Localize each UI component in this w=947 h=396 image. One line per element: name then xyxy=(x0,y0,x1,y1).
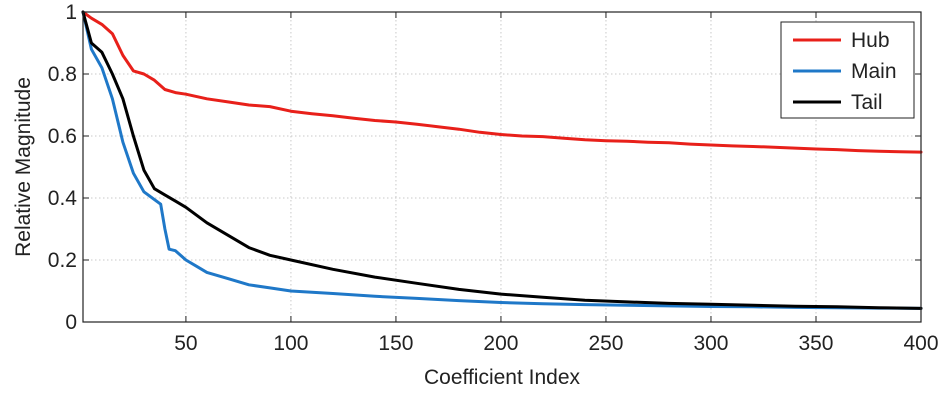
x-tick-label: 400 xyxy=(903,332,938,355)
ticks: 50 100 150 200 250 300 350 400 0 0.2 0.4 0.6 0.8 1 xyxy=(48,1,939,355)
legend-label-main: Main xyxy=(851,60,897,83)
x-tick-label: 300 xyxy=(693,332,728,355)
x-tick-label: 150 xyxy=(378,332,413,355)
legend-label-hub: Hub xyxy=(851,29,890,52)
y-tick-label: 0.2 xyxy=(48,249,77,272)
x-tick-label: 350 xyxy=(798,332,833,355)
series-line-hub xyxy=(81,10,923,154)
x-axis-label: Coefficient Index xyxy=(424,366,581,389)
x-tick-label: 100 xyxy=(273,332,308,355)
series-line-main xyxy=(81,10,923,310)
legend: Hub Main Tail xyxy=(780,21,915,119)
legend-label-tail: Tail xyxy=(851,91,883,114)
y-tick-label: 0 xyxy=(65,311,77,334)
x-tick-label: 250 xyxy=(588,332,623,355)
y-axis-label: Relative Magnitude xyxy=(12,77,35,257)
y-tick-label: 0.6 xyxy=(48,125,77,148)
x-tick-label: 50 xyxy=(174,332,197,355)
series-line-tail xyxy=(81,10,923,310)
y-tick-label: 1 xyxy=(65,1,77,24)
x-tick-label: 200 xyxy=(483,332,518,355)
plot-frame xyxy=(82,11,922,323)
y-tick-label: 0.8 xyxy=(48,63,77,86)
y-tick-label: 0.4 xyxy=(48,187,78,210)
series-lines xyxy=(81,10,923,310)
